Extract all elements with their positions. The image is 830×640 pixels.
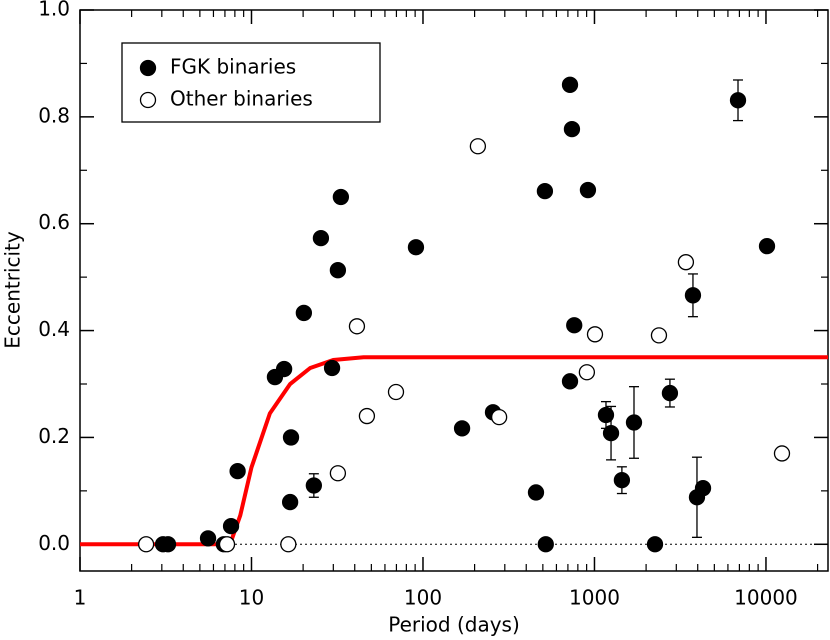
y-tick-label: 0.6 [38,210,70,234]
point [305,477,322,494]
point [586,326,604,343]
y-tick-label: 0.2 [38,424,70,448]
point [677,254,695,271]
point [295,304,313,322]
point [229,462,246,480]
point [387,383,405,401]
legend-label: Other binaries [170,87,313,111]
point [280,536,297,553]
point [407,239,425,256]
x-tick-label: 1 [74,586,87,610]
legend-label: FGK binaries [170,55,296,79]
point [684,287,702,304]
y-tick-label: 0.0 [38,531,70,555]
x-tick-label: 100 [404,586,442,610]
point [348,318,366,335]
x-tick-label: 10 [239,586,264,610]
point [561,373,579,390]
point [218,536,236,553]
point [579,181,597,199]
point [329,262,347,279]
point [536,182,554,200]
point [323,359,341,377]
plot-frame [79,9,829,572]
point [566,317,583,334]
y-tick-label: 0.4 [38,317,70,341]
point [222,517,240,535]
legend-marker [139,91,157,109]
model-curve [80,355,828,547]
point [646,536,664,553]
point [561,76,579,93]
point [159,536,177,553]
point [578,364,596,381]
point [758,238,776,255]
x-tick-label: 10000 [734,586,798,610]
point [729,92,747,109]
legend-box [121,42,381,123]
point [625,414,643,431]
point [332,188,350,206]
point [282,429,300,446]
point [453,420,471,437]
point [275,360,293,378]
point [661,384,679,402]
point [613,472,631,489]
point [650,327,668,344]
point [773,445,791,462]
point [137,536,155,553]
point [597,406,615,424]
point [563,120,581,138]
point [358,407,376,425]
y-tick-label: 1.0 [38,0,70,21]
point [281,493,299,511]
point [537,536,554,553]
x-tick-label: 1000 [569,586,620,610]
y-tick-label: 0.8 [38,103,70,127]
point [490,408,508,426]
x-axis-title: Period (days) [388,613,520,637]
point [469,138,487,155]
y-axis-title: Eccentricity [1,231,25,349]
point [312,229,330,247]
legend-marker [139,59,157,77]
point [199,530,217,547]
point [527,484,545,501]
point [329,465,347,482]
point [694,480,712,497]
point [602,425,620,442]
